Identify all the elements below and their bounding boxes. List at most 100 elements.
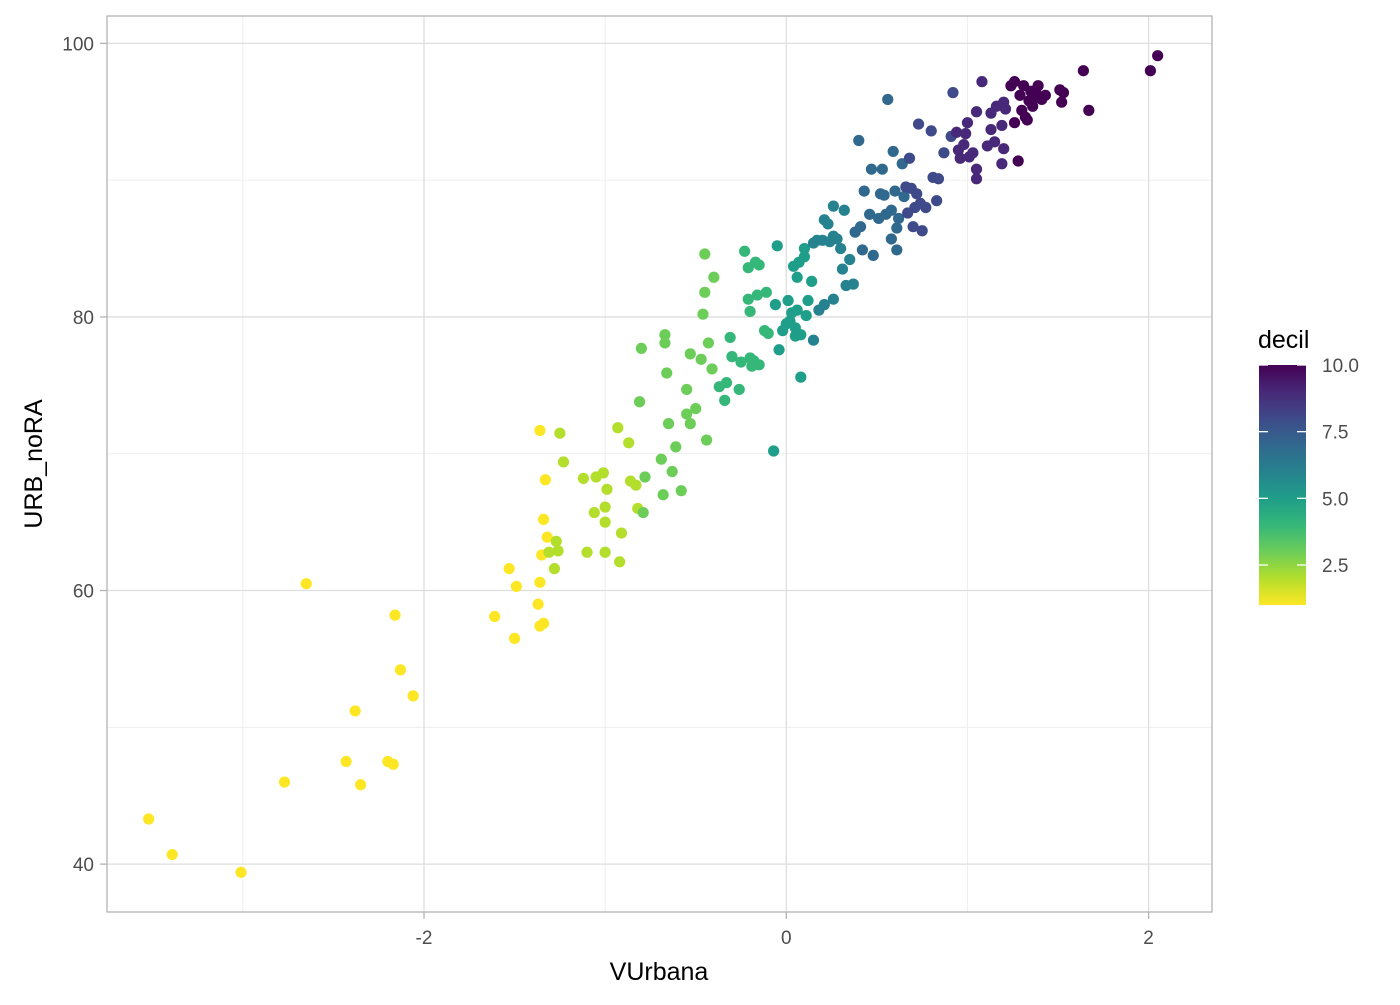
data-point [557, 456, 570, 468]
data-point [407, 690, 419, 702]
data-point [798, 251, 811, 263]
data-point [782, 294, 794, 307]
data-point [300, 578, 312, 590]
data-point [690, 402, 702, 415]
legend-break-label: 2.5 [1322, 556, 1348, 577]
data-point [548, 563, 561, 575]
data-point [932, 173, 945, 185]
data-point [637, 506, 649, 519]
data-point [958, 138, 970, 151]
data-point [876, 163, 888, 175]
data-point [739, 245, 751, 257]
data-point [967, 147, 979, 159]
data-point [925, 125, 937, 137]
data-point [697, 308, 709, 320]
data-point [724, 331, 736, 344]
data-point [681, 383, 693, 396]
data-point [597, 467, 609, 479]
data-point [615, 527, 628, 539]
data-point [630, 479, 642, 491]
data-point [699, 248, 711, 260]
data-point [867, 249, 879, 261]
data-point [807, 334, 820, 346]
data-point [543, 546, 555, 558]
data-point [931, 195, 943, 207]
legend-break-label: 10.0 [1322, 356, 1359, 377]
data-point [389, 609, 401, 621]
data-point [635, 342, 647, 355]
legend-title: decil [1258, 326, 1309, 354]
data-point [885, 233, 897, 245]
data-point [891, 222, 903, 234]
data-point [838, 204, 850, 216]
data-point [537, 617, 550, 629]
data-point [675, 485, 687, 497]
data-point [753, 259, 765, 271]
x-tick-label: 2 [1143, 928, 1154, 949]
data-point [996, 119, 1008, 132]
data-point [795, 329, 807, 341]
data-point [684, 348, 696, 360]
axis-layer: -2 0 2 40 60 80 100 [62, 34, 1154, 949]
data-point [920, 201, 932, 214]
data-point [970, 173, 983, 185]
data-point [882, 93, 894, 106]
data-point [1008, 76, 1021, 88]
data-point [827, 200, 840, 212]
data-point [537, 513, 550, 526]
data-point [726, 351, 738, 363]
data-point [835, 242, 847, 255]
data-point [954, 152, 966, 164]
data-point [996, 158, 1008, 170]
data-point [976, 76, 988, 88]
panel-border [106, 15, 1213, 913]
data-point [885, 204, 897, 216]
data-point [773, 344, 785, 356]
data-point [699, 286, 711, 298]
data-point [947, 87, 959, 99]
data-point [938, 147, 950, 159]
data-point [581, 546, 593, 558]
data-point [612, 422, 624, 434]
data-point [912, 118, 925, 130]
data-point [657, 489, 669, 501]
data-point [659, 329, 671, 341]
legend-break-label: 7.5 [1322, 423, 1348, 444]
legend-ticks: 10.0 7.5 5.0 2.5 [1259, 356, 1359, 577]
data-point [733, 383, 745, 396]
data-point [659, 337, 671, 349]
data-point [666, 465, 678, 478]
data-point [1144, 65, 1157, 77]
data-point [1056, 96, 1068, 108]
data-point [1014, 89, 1026, 101]
data-point [394, 664, 407, 676]
data-point [1039, 89, 1051, 101]
data-point [735, 356, 747, 368]
data-point [534, 576, 546, 588]
data-point [550, 535, 562, 547]
data-point [791, 271, 803, 283]
data-point [768, 445, 780, 457]
data-point [818, 299, 830, 311]
data-point [633, 396, 646, 408]
data-point [985, 123, 997, 136]
data-point [684, 418, 696, 430]
y-tick-label: 100 [62, 34, 94, 55]
data-point [751, 289, 763, 301]
data-point [844, 253, 856, 266]
data-point [831, 233, 843, 245]
data-point [907, 221, 919, 233]
data-point [893, 212, 905, 225]
data-point [534, 424, 546, 437]
data-point [554, 427, 566, 439]
data-point [340, 755, 352, 768]
data-point [960, 128, 972, 140]
data-point [753, 359, 765, 371]
data-point [355, 779, 367, 791]
data-point [856, 244, 868, 256]
y-axis-title: URB_noRA [20, 399, 48, 529]
data-point [700, 434, 713, 446]
data-point [349, 705, 361, 717]
data-point [742, 293, 754, 305]
data-point [143, 813, 155, 825]
